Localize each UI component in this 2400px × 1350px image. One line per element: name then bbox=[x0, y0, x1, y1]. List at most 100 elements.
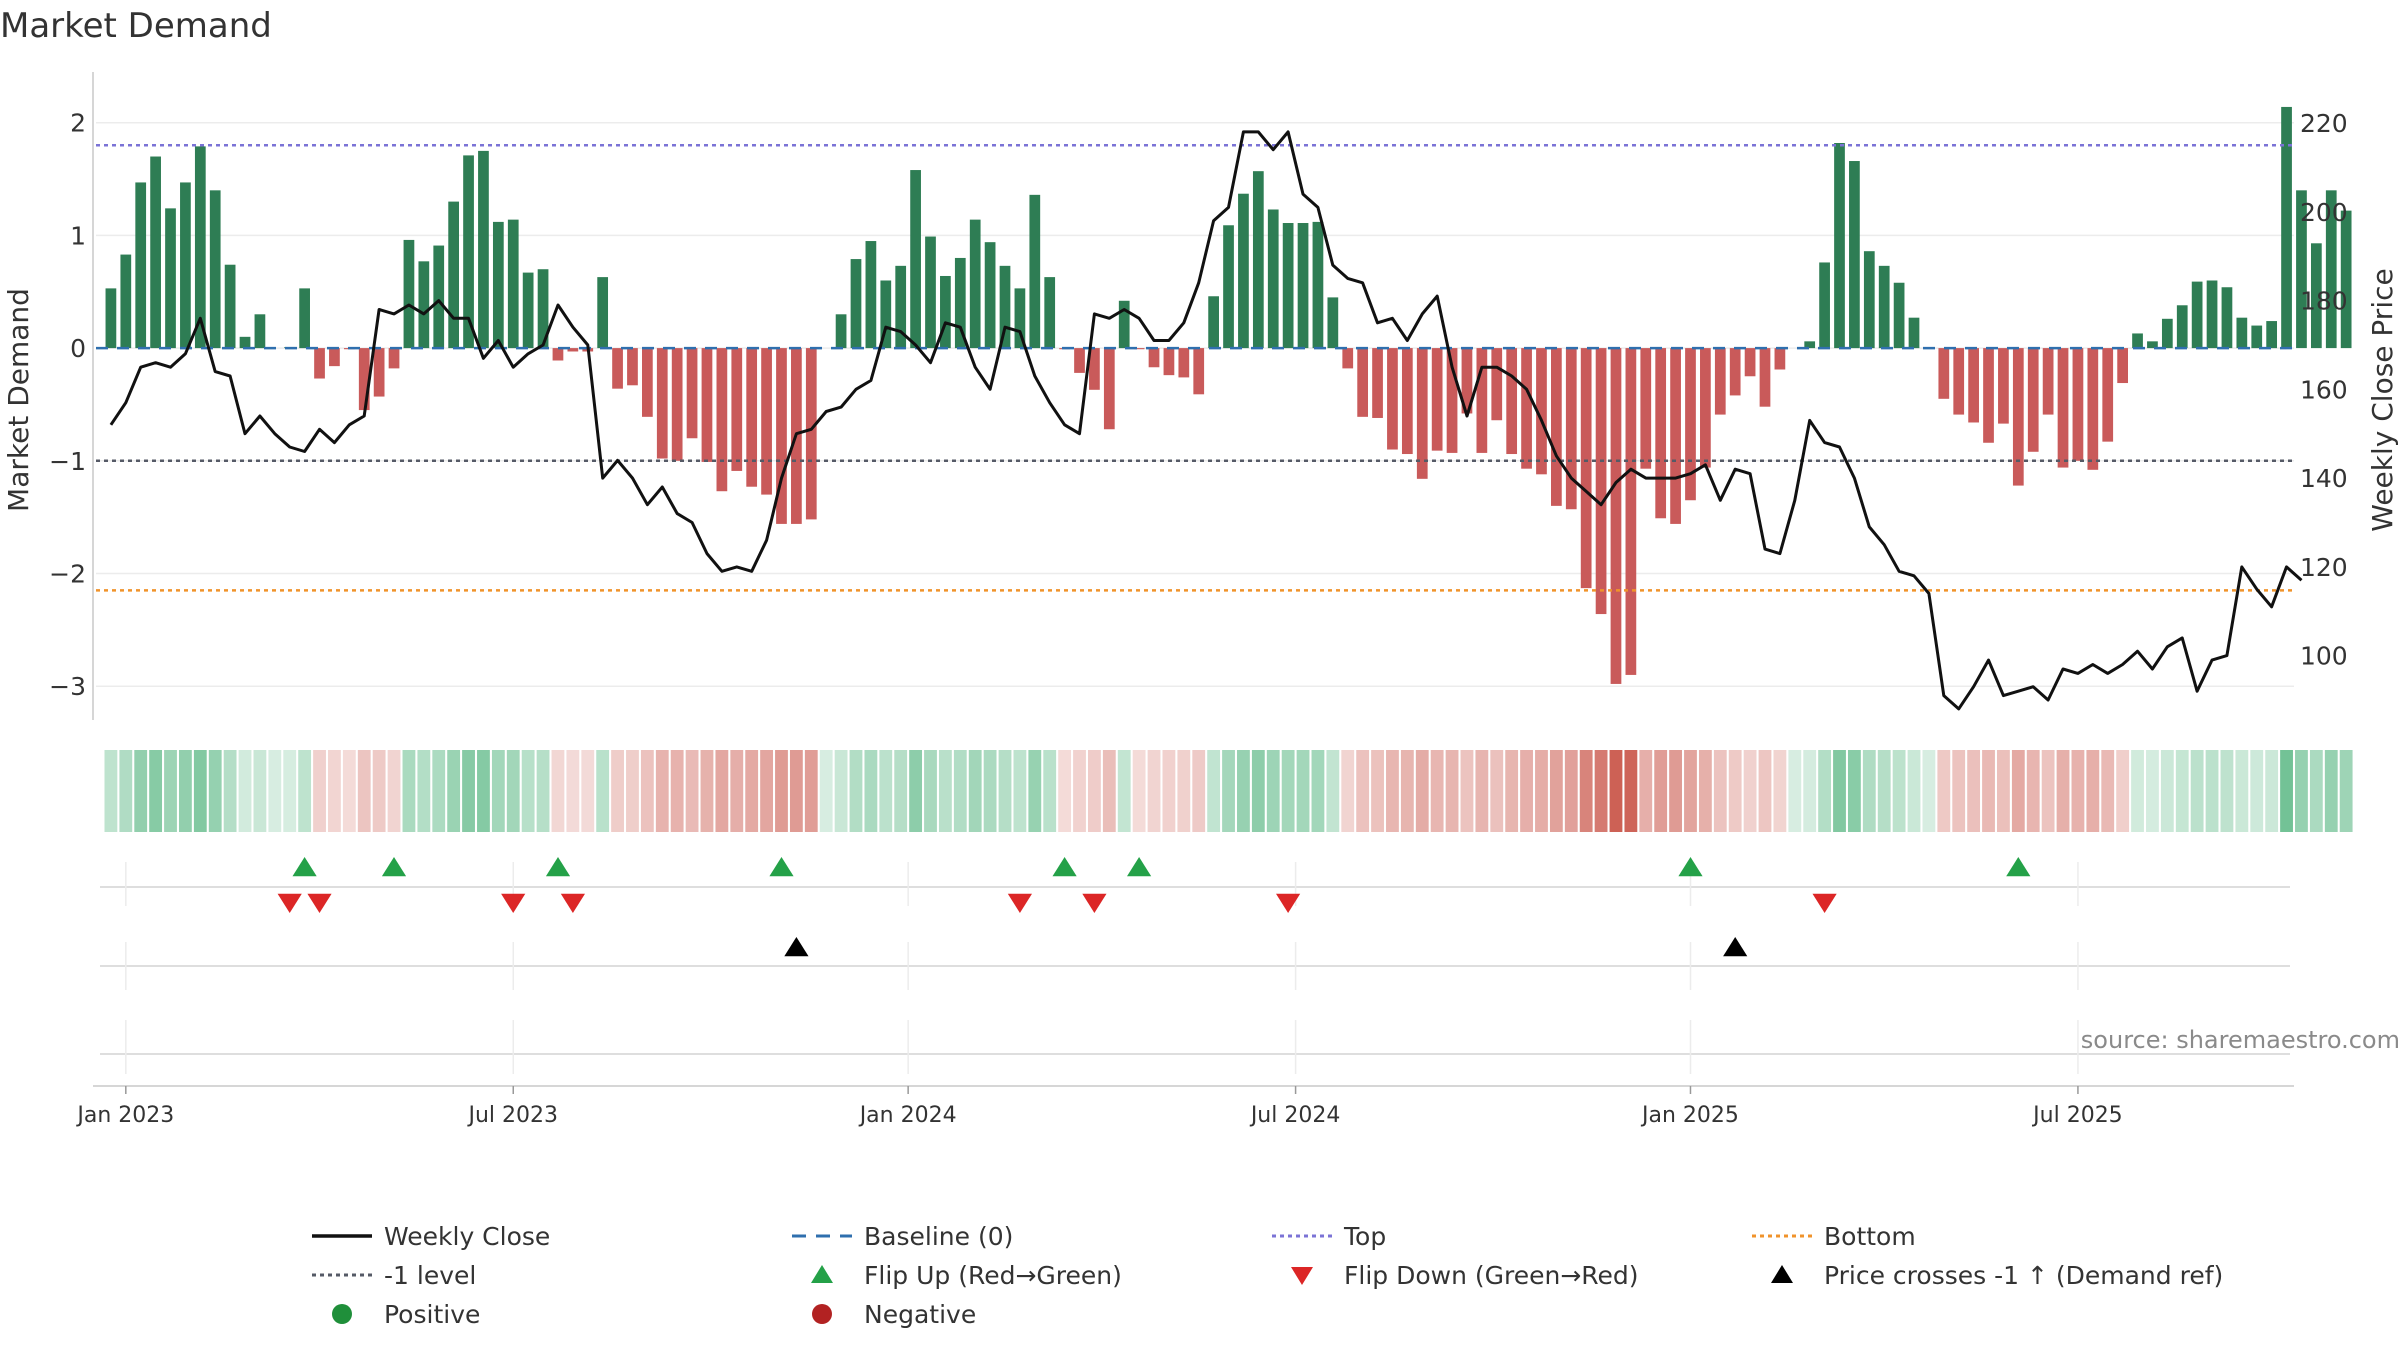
heat-cell bbox=[1028, 750, 1042, 832]
flip-down-marker bbox=[307, 893, 332, 913]
y-tick-left-label: −1 bbox=[49, 447, 86, 476]
heat-cell bbox=[1997, 750, 2010, 832]
heat-cell bbox=[1698, 750, 1712, 832]
heat-cell bbox=[1132, 750, 1146, 832]
flip-up-marker bbox=[1052, 857, 1077, 877]
heat-cell bbox=[804, 750, 818, 832]
demand-bar-negative bbox=[1074, 348, 1085, 373]
heat-cell bbox=[149, 750, 163, 832]
demand-bar-positive bbox=[254, 314, 266, 349]
heat-cell bbox=[1639, 750, 1653, 832]
demand-bar-positive bbox=[1029, 194, 1041, 349]
demand-bar-negative bbox=[2117, 348, 2128, 384]
legend-label: Positive bbox=[384, 1300, 480, 1329]
flip-up-marker bbox=[381, 857, 407, 877]
heat-cell bbox=[819, 750, 833, 832]
heat-cell bbox=[1311, 750, 1325, 832]
heat-cell bbox=[834, 750, 848, 832]
chart-title: Market Demand bbox=[0, 6, 272, 46]
demand-bar-negative bbox=[761, 348, 772, 495]
heat-cell bbox=[447, 750, 461, 832]
demand-bar-positive bbox=[537, 269, 549, 349]
heat-cell bbox=[2071, 750, 2085, 832]
demand-bar-positive bbox=[1834, 143, 1845, 349]
heat-cell bbox=[119, 750, 133, 832]
heat-cell bbox=[1505, 750, 1519, 832]
heat-cell bbox=[1535, 750, 1548, 832]
price-cross-marker bbox=[1723, 937, 1748, 957]
legend-swatch-triangle-down bbox=[1291, 1267, 1313, 1285]
heat-cell bbox=[1192, 750, 1206, 832]
legend-item: Top bbox=[1272, 1222, 1386, 1251]
demand-bar-negative bbox=[1551, 348, 1562, 506]
demand-bar-positive bbox=[120, 254, 132, 349]
heat-cell bbox=[581, 750, 595, 832]
heat-cell bbox=[1877, 750, 1891, 832]
flip-up-marker bbox=[1678, 857, 1703, 877]
flip-down-marker bbox=[560, 893, 585, 913]
heat-cell bbox=[1847, 750, 1861, 832]
heat-cell bbox=[909, 750, 923, 832]
demand-bar-negative bbox=[1401, 348, 1413, 455]
heat-cell bbox=[357, 750, 371, 832]
heat-cell bbox=[2056, 750, 2070, 832]
flip-down-marker bbox=[1082, 893, 1107, 913]
legend-label: Top bbox=[1343, 1222, 1386, 1251]
demand-bar-positive bbox=[1208, 296, 1219, 349]
demand-bar-negative bbox=[2042, 348, 2054, 415]
demand-bar-positive bbox=[1849, 161, 1860, 349]
heat-cell bbox=[417, 750, 431, 832]
demand-bar-positive bbox=[1044, 277, 1056, 349]
demand-bar-negative bbox=[1998, 348, 2009, 424]
demand-bar-positive bbox=[1893, 282, 1905, 349]
demand-bar-negative bbox=[1640, 348, 1652, 469]
demand-bar-positive bbox=[999, 265, 1011, 349]
heat-cell bbox=[1520, 750, 1533, 832]
demand-bar-positive bbox=[2161, 318, 2173, 349]
demand-bar-positive bbox=[1819, 262, 1830, 349]
legend-item: Flip Down (Green→Red) bbox=[1291, 1261, 1639, 1290]
demand-bar-negative bbox=[627, 348, 638, 386]
y-tick-right-label: 200 bbox=[2300, 198, 2348, 227]
demand-bar-negative bbox=[1595, 348, 1607, 615]
heat-cell bbox=[1475, 750, 1489, 832]
demand-bar-negative bbox=[1968, 348, 1979, 423]
demand-bar-negative bbox=[1625, 348, 1637, 675]
demand-bar-positive bbox=[2132, 333, 2143, 349]
heat-cell bbox=[2116, 750, 2130, 832]
heat-cell bbox=[1356, 750, 1370, 832]
heat-cell bbox=[715, 750, 729, 832]
heat-cell bbox=[1222, 750, 1235, 832]
heat-cell bbox=[1088, 750, 1101, 832]
heat-cell bbox=[1862, 750, 1876, 832]
heat-cell bbox=[134, 750, 148, 832]
demand-bar-negative bbox=[1729, 348, 1741, 396]
demand-bar-positive bbox=[2310, 243, 2322, 349]
flip-down-marker bbox=[277, 893, 302, 913]
heat-cell bbox=[730, 750, 744, 832]
heat-cell bbox=[1937, 750, 1951, 832]
heat-strip-layer bbox=[104, 750, 2353, 832]
heat-cell bbox=[253, 750, 267, 832]
heat-cell bbox=[2280, 750, 2293, 832]
y-tick-right-label: 180 bbox=[2300, 287, 2348, 316]
heat-cell bbox=[536, 750, 550, 832]
heat-cell bbox=[551, 750, 565, 832]
demand-bar-positive bbox=[2236, 317, 2248, 349]
demand-bar-negative bbox=[1431, 348, 1443, 451]
source-text: source: sharemaestro.com bbox=[2081, 1026, 2400, 1054]
heat-cell bbox=[1400, 750, 1414, 832]
heat-cell bbox=[1952, 750, 1966, 832]
demand-bar-negative bbox=[805, 348, 817, 520]
x-tick-label: Jul 2024 bbox=[1249, 1103, 1341, 1128]
heat-cell bbox=[2026, 750, 2040, 832]
heat-cell bbox=[2131, 750, 2144, 832]
heat-cell bbox=[626, 750, 639, 832]
heat-cell bbox=[760, 750, 773, 832]
demand-bar-negative bbox=[373, 348, 385, 397]
bars-layer bbox=[105, 106, 2352, 684]
demand-bar-positive bbox=[299, 288, 310, 349]
x-axis-layer: Jan 2023 Jul 2023 Jan 2024 Jul 2024 Jan 2025… bbox=[75, 1085, 2294, 1128]
